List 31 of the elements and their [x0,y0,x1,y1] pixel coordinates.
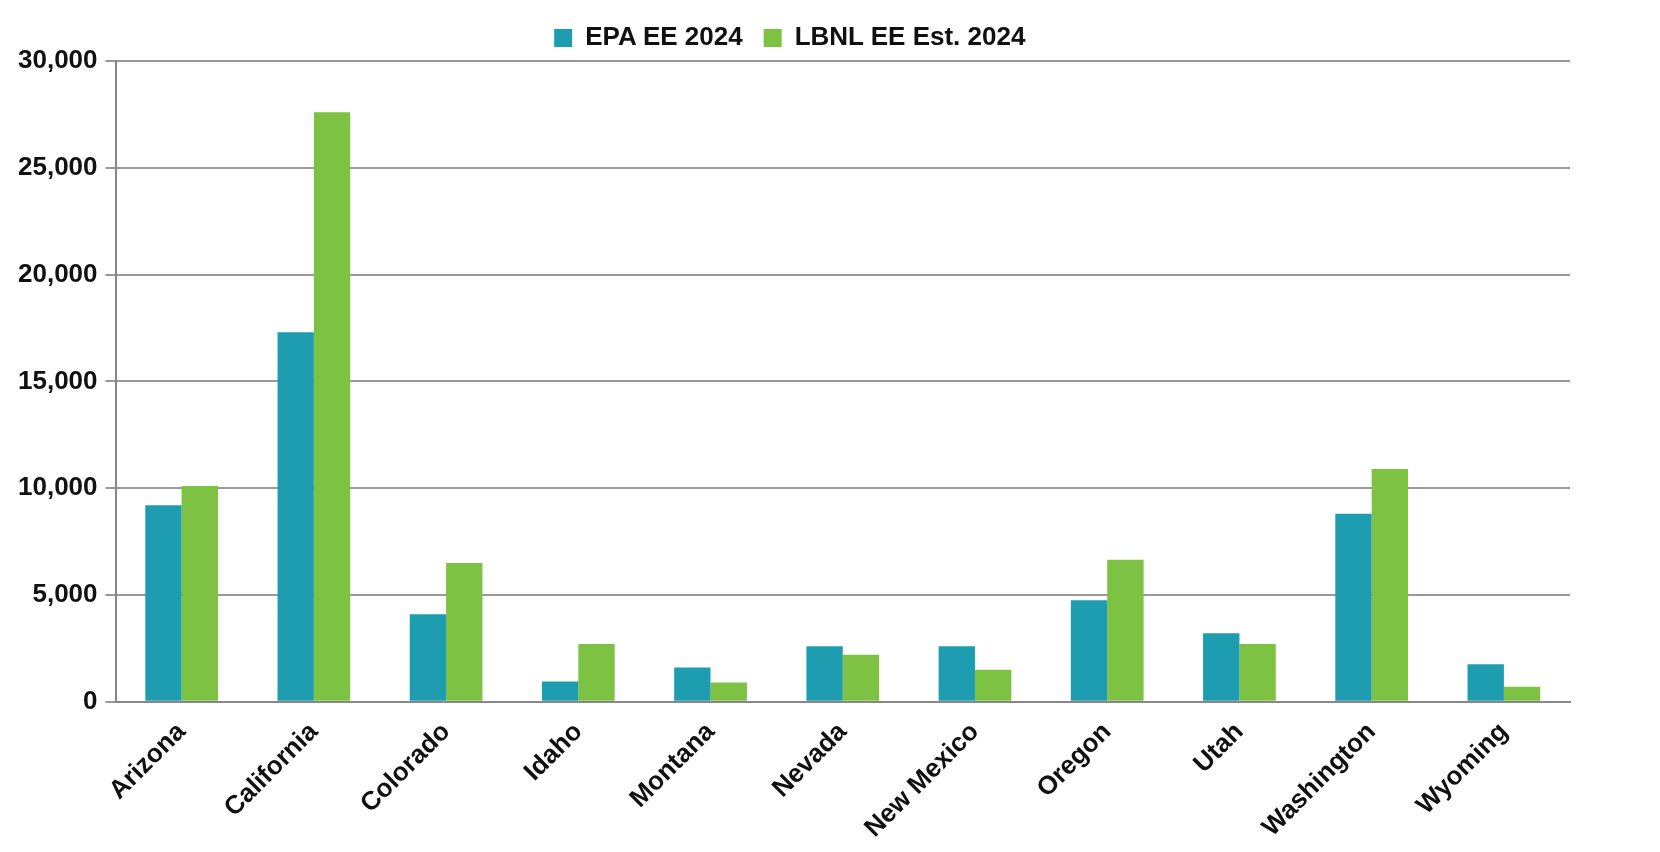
y-tick-label: 5,000 [32,578,98,609]
bar [1467,664,1504,701]
bar [313,112,351,701]
bar [710,682,747,701]
legend-label: EPA EE 2024 [585,21,744,52]
bar [1107,559,1144,701]
y-tick-label: 15,000 [17,364,98,395]
y-tick-label: 25,000 [17,150,98,181]
bar [181,486,218,701]
bar [674,667,711,701]
y-tick-label: 0 [83,684,98,715]
bar [1371,468,1409,701]
bar [938,646,975,701]
bar [145,505,182,701]
bar [842,654,880,701]
legend-label: LBNL EE Est. 2024 [794,21,1026,52]
bar [1239,644,1276,701]
bar [974,669,1012,701]
y-tick-label: 20,000 [17,257,98,288]
bar [1503,686,1541,701]
bar [541,681,579,701]
y-tick-label: 10,000 [17,471,98,502]
bar [578,644,615,701]
bar [806,646,843,701]
bar [1070,600,1108,701]
bar [446,562,483,701]
bar [1203,633,1240,701]
y-tick-label: 30,000 [17,44,98,75]
bar [1335,513,1372,701]
bar [409,614,447,701]
bar [277,332,314,701]
